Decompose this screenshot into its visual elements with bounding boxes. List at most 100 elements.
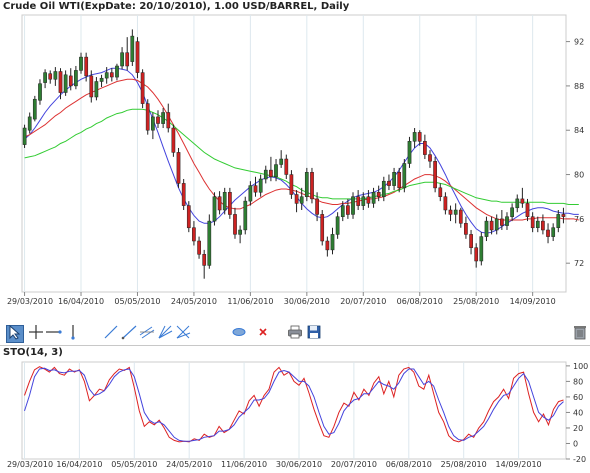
candle-body (192, 227, 196, 242)
vertical-line-tool-button[interactable] (64, 325, 82, 343)
candle-body (423, 141, 427, 155)
x-tick-label: 16/04/2010 (58, 297, 104, 306)
y-tick-label: 88 (574, 82, 584, 91)
x-tick-label: 30/06/2010 (284, 297, 330, 306)
x-tick-label: 05/05/2010 (114, 297, 160, 306)
candle-body (494, 218, 499, 231)
print-button[interactable] (286, 325, 304, 343)
indicator-plot-area (21, 361, 567, 460)
y-tick-label: 40 (573, 408, 583, 417)
x-tick-label: 30/06/2010 (276, 460, 322, 469)
candle-body (289, 174, 294, 195)
candle-body (207, 220, 212, 266)
candle-body (474, 247, 479, 262)
candle-body (530, 216, 535, 229)
candle-body (181, 183, 186, 206)
red-x-icon (254, 323, 272, 345)
y-tick-label: -20 (573, 455, 586, 464)
candle-body (479, 236, 484, 262)
candle-body (376, 192, 381, 197)
horizontal-line-tool-button[interactable] (45, 325, 63, 343)
candle-body (371, 192, 376, 204)
candle-body (407, 141, 412, 164)
y-tick-label: 76 (574, 215, 584, 224)
candle-body (217, 196, 222, 211)
candle-body (22, 127, 27, 145)
candle-body (197, 240, 201, 255)
fibonacci-fan-tool-button[interactable] (156, 325, 174, 343)
candle-body (366, 196, 371, 204)
candle-body (551, 227, 556, 237)
candle-body (115, 65, 119, 78)
candle-body (346, 205, 350, 215)
ray-line-icon (120, 323, 138, 345)
x-tick-label: 25/08/2010 (453, 297, 499, 306)
channel-tool-button[interactable] (138, 325, 156, 343)
candle-body (520, 198, 525, 204)
candle-body (48, 73, 53, 80)
candle-body (120, 52, 124, 67)
pointer-tool-button[interactable] (6, 324, 24, 343)
candle-body (525, 203, 530, 217)
candle-body (253, 185, 258, 193)
trend-line-icon (102, 323, 120, 345)
y-tick-label: 20 (573, 424, 583, 433)
candle-body (130, 35, 135, 62)
x-tick-label: 24/05/2010 (166, 460, 212, 469)
x-tick-label: 24/05/2010 (171, 297, 217, 306)
candle-body (320, 214, 325, 242)
ellipse-tool-button[interactable] (230, 325, 248, 343)
candle-body (104, 72, 109, 79)
stochastic-line (24, 367, 564, 442)
candle-body (315, 198, 319, 215)
candle-body (515, 198, 520, 209)
candle-body (335, 216, 340, 235)
candle-body (238, 229, 242, 235)
y-tick-label: 80 (573, 377, 583, 386)
stochastic-title: STO(14, 3) (3, 347, 63, 358)
crosshair-icon (27, 323, 45, 345)
candle-body (140, 72, 145, 104)
candle-body (248, 185, 253, 202)
y-tick-label: 72 (574, 259, 584, 268)
candle-body (325, 240, 330, 251)
candle-body (58, 71, 63, 93)
x-tick-label: 11/06/2010 (221, 460, 267, 469)
candle-body (125, 52, 130, 67)
candle-body (166, 112, 171, 129)
price-chart[interactable]: 29/03/2010 16/04/2010 05/05/2010 24/05/2010… (0, 0, 590, 323)
y-tick-label: 84 (574, 126, 584, 135)
candle-body (489, 220, 494, 231)
trash-button[interactable] (571, 325, 589, 343)
candle-body (561, 214, 566, 217)
candle-body (541, 220, 545, 231)
x-tick-label: 16/04/2010 (56, 460, 102, 469)
candle-body (310, 172, 314, 200)
candle-body (500, 218, 504, 226)
candle-body (171, 127, 176, 153)
ray-line-tool-button[interactable] (120, 325, 138, 343)
trend-line-tool-button[interactable] (102, 325, 120, 343)
candle-body (269, 169, 273, 177)
candle-body (428, 154, 432, 162)
main-chart-title: Crude Oil WTI(ExpDate: 20/10/2010), 1.00… (3, 1, 350, 12)
vertical-line-icon (64, 323, 82, 345)
candle-body (340, 205, 345, 217)
plot-area (21, 14, 567, 293)
candle-body (330, 234, 335, 251)
candle-body (392, 172, 396, 186)
candle-body (27, 116, 32, 131)
candle-body (99, 77, 104, 82)
candle-body (356, 196, 361, 206)
candle-body (453, 209, 458, 215)
candle-body (299, 196, 304, 204)
candle-body (94, 81, 99, 98)
candle-body (464, 223, 468, 235)
crosshair-tool-button[interactable] (27, 325, 45, 343)
candle-body (351, 196, 355, 215)
x-tick-label: 11/06/2010 (227, 297, 273, 306)
gann-fan-tool-button[interactable] (174, 325, 192, 343)
save-button[interactable] (305, 325, 323, 343)
delete-drawing-button[interactable] (254, 325, 272, 343)
